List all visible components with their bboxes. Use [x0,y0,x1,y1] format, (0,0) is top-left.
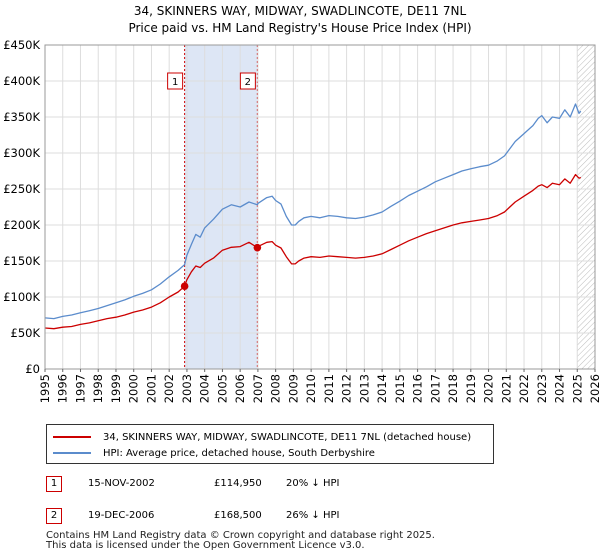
sale-2-badge-label: 2 [245,77,251,88]
x-tick-label: 2011 [322,374,336,403]
x-tick-label: 2003 [180,374,194,403]
sale-row-2: 2 19-DEC-2006 £168,500 26% ↓ HPI [46,508,546,528]
x-tick-label: 2025 [570,374,584,403]
x-tick-label: 2013 [357,374,371,403]
x-tick-label: 2000 [127,374,141,403]
y-tick-label: £350K [3,110,40,124]
sale-hpi-1: 20% ↓ HPI [286,478,340,489]
y-tick-label: £150K [3,254,40,268]
legend-label-property: 34, SKINNERS WAY, MIDWAY, SWADLINCOTE, D… [103,431,472,443]
plot-frame [44,44,596,370]
y-tick-label: £300K [3,146,40,160]
x-tick-label: 2009 [286,374,300,403]
x-tick-label: 2023 [535,374,549,403]
property-price-line [44,173,582,330]
x-tick-label: 2012 [340,374,354,403]
chart-title: 34, SKINNERS WAY, MIDWAY, SWADLINCOTE, D… [0,3,600,37]
x-tick-label: 2005 [215,374,229,403]
x-tick-label: 2021 [499,374,513,403]
x-tick-label: 1995 [38,374,52,403]
x-tick-label: 1997 [73,374,87,403]
title-line-1: 34, SKINNERS WAY, MIDWAY, SWADLINCOTE, D… [133,4,467,18]
x-tick-label: 2018 [446,374,460,403]
sale-price-1: £114,950 [214,478,262,489]
x-tick-label: 2010 [304,374,318,403]
x-tick-label: 2024 [553,374,567,403]
sale-badge-1: 1 [46,476,62,492]
x-tick-label: 1998 [91,374,105,403]
sale-price-2: £168,500 [214,510,262,521]
y-tick-label: £200K [3,218,40,232]
sale-2-point [253,243,262,252]
sale-2-badge-box [239,72,256,90]
y-tick-label: £0 [25,362,40,376]
x-tick-label: 2019 [464,374,478,403]
x-tick-label: 2017 [428,374,442,403]
x-tick-label: 2015 [393,374,407,403]
sale-row-1: 1 15-NOV-2002 £114,950 20% ↓ HPI [46,476,546,496]
footer: Contains HM Land Registry data © Crown c… [46,531,566,551]
x-tick-label: 2008 [269,374,283,403]
legend-item-property: 34, SKINNERS WAY, MIDWAY, SWADLINCOTE, D… [53,429,471,445]
legend-swatch-property [53,436,91,438]
x-tick-label: 2006 [233,374,247,403]
title-line-2: Price paid vs. HM Land Registry's House … [128,21,472,35]
x-tick-label: 2001 [144,374,158,403]
legend-item-hpi: HPI: Average price, detached house, Sout… [53,445,375,461]
x-tick-label: 1999 [109,374,123,403]
hatched-forecast-area [577,45,595,369]
x-tick-label: 2026 [588,374,600,403]
footer-line-1: Contains HM Land Registry data © Crown c… [46,530,435,541]
sale-date-1: 15-NOV-2002 [88,478,155,489]
y-tick-label: £450K [3,38,40,52]
y-tick-label: £100K [3,290,40,304]
legend-label-hpi: HPI: Average price, detached house, Sout… [103,447,375,459]
sale-date-2: 19-DEC-2006 [88,510,155,521]
legend-swatch-hpi [53,452,91,454]
y-tick-label: £50K [11,326,41,340]
x-tick-label: 2016 [411,374,425,403]
x-tick-label: 2004 [198,374,212,403]
price-chart: 1 2 £0 £50K £100K £150K £200K £250K £300K £350K £… [3,38,600,403]
x-tick-label: 2014 [375,374,389,403]
sale-hpi-2: 26% ↓ HPI [286,510,340,521]
x-tick-label: 2020 [482,374,496,403]
x-tick-label: 2007 [251,374,265,403]
x-tick-label: 1996 [56,374,70,403]
sale-1-point [180,282,189,291]
footer-line-2: This data is licensed under the Open Gov… [46,540,365,551]
x-tick-label: 2002 [162,374,176,403]
legend: 34, SKINNERS WAY, MIDWAY, SWADLINCOTE, D… [46,424,494,464]
y-tick-label: £250K [3,182,40,196]
x-tick-label: 2022 [517,374,531,403]
sale-badge-2: 2 [46,508,62,524]
sale-1-badge-label: 1 [172,77,178,88]
sale-1-badge-box [167,72,184,90]
hpi-line [44,103,582,320]
y-tick-label: £400K [3,74,40,88]
shaded-period [184,45,258,369]
